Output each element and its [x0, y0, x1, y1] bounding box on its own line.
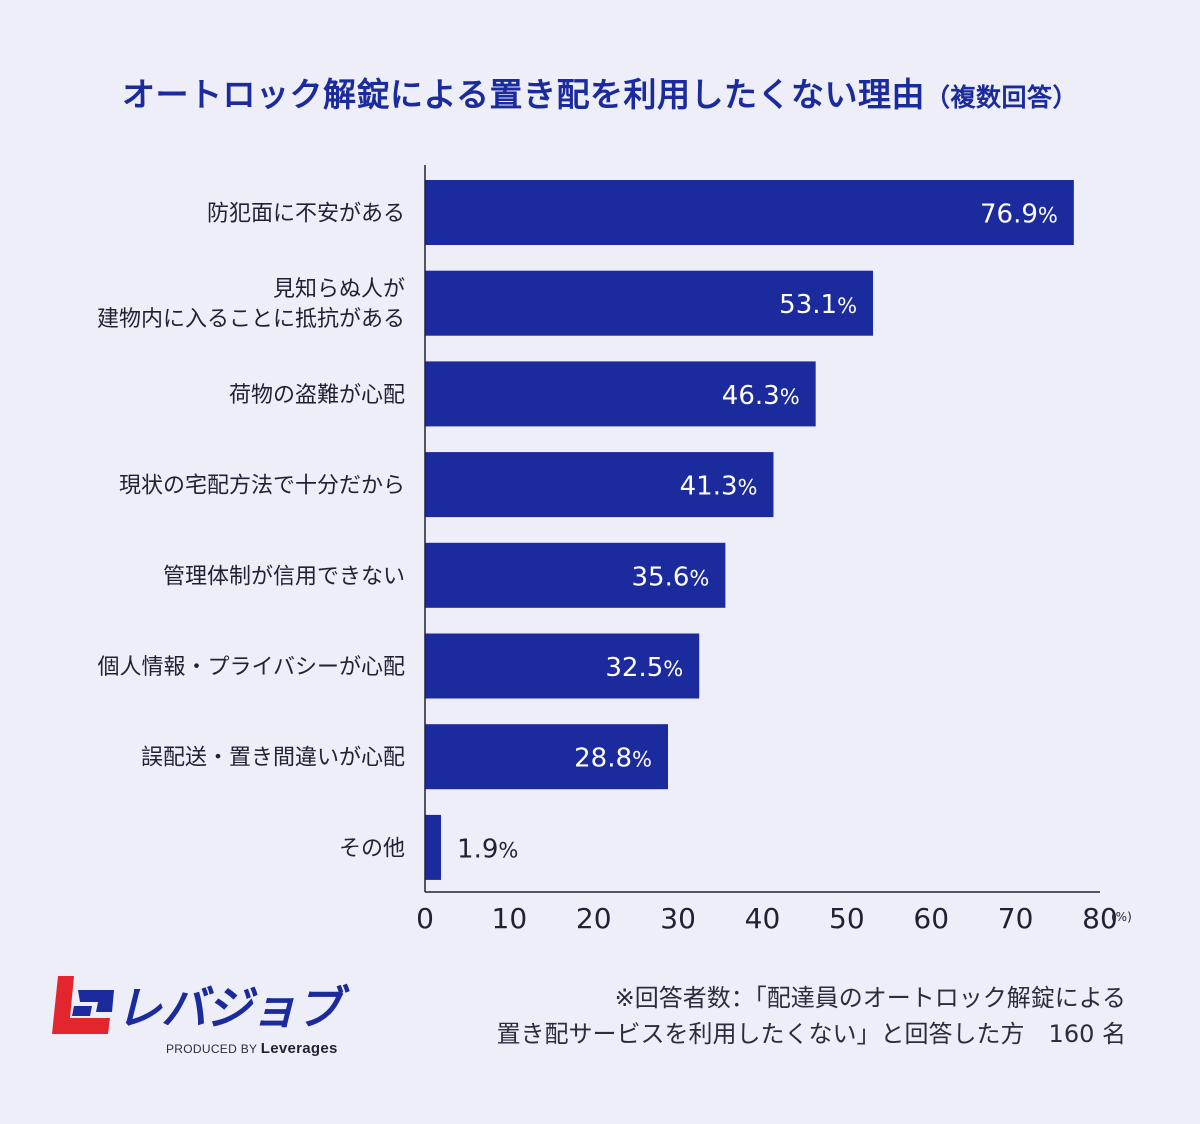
- bar: [425, 452, 774, 518]
- x-tick-label: 70: [998, 902, 1034, 935]
- x-tick-label: 30: [660, 902, 696, 935]
- produced-by-label: PRODUCED BY: [166, 1042, 258, 1056]
- bar: [425, 270, 874, 336]
- chart-title-main: オートロック解錠による置き配を利用したくない理由: [121, 75, 925, 114]
- category-label: 管理体制が信用できない: [163, 564, 405, 589]
- bar: [425, 361, 816, 427]
- category-label: 誤配送・置き間違いが心配: [141, 746, 405, 771]
- category-label: その他: [339, 836, 405, 861]
- brand-mark-icon: [52, 976, 114, 1034]
- produced-by: PRODUCED BY Leverages: [166, 1040, 338, 1057]
- respondent-note-line1: ※回答者数：「配達員のオートロック解錠による: [614, 984, 1126, 1012]
- x-tick-label: 20: [576, 902, 612, 935]
- data-label: 32.5%: [605, 653, 683, 683]
- x-tick-label: 60: [913, 902, 949, 935]
- chart-title: オートロック解錠による置き配を利用したくない理由（複数回答）: [0, 68, 1200, 116]
- data-label: 28.8%: [574, 744, 652, 774]
- bar: [425, 633, 700, 699]
- x-tick-label: 50: [829, 902, 865, 935]
- respondent-note-line2: 置き配サービスを利用したくない」と回答した方 160 名: [496, 1020, 1126, 1048]
- category-label: 荷物の盗難が心配: [229, 383, 405, 408]
- category-label: 現状の宅配方法で十分だから: [119, 474, 405, 499]
- chart-title-sub: （複数回答）: [925, 83, 1079, 112]
- produced-by-company: Leverages: [260, 1040, 338, 1057]
- data-label: 41.3%: [680, 472, 758, 502]
- bar-chart: 76.9% 防犯面に不安がある 53.1% 見知らぬ人が建物内に入ることに抵抗がある 4…: [97, 165, 1132, 935]
- category-label: 見知らぬ人が建物内に入ることに抵抗がある: [97, 277, 405, 332]
- bar: [425, 814, 442, 880]
- x-tick-label: 10: [492, 902, 528, 935]
- x-axis-unit: (%): [1111, 910, 1132, 924]
- data-label: 35.6%: [632, 562, 710, 592]
- data-label: 76.9%: [980, 200, 1058, 230]
- bar: [425, 542, 726, 608]
- bar: [425, 724, 668, 790]
- bar: [425, 180, 1074, 245]
- data-label: 53.1%: [779, 290, 857, 320]
- x-tick-label: 0: [416, 902, 434, 935]
- x-tick-label: 80: [1082, 902, 1118, 935]
- data-label: 1.9%: [457, 834, 518, 864]
- brand-logo: レバジョブ PRODUCED BY Leverages: [52, 970, 352, 1060]
- category-label: 個人情報・プライバシーが心配: [97, 655, 405, 680]
- brand-name: レバジョブ: [116, 981, 342, 1035]
- data-label: 46.3%: [722, 381, 800, 411]
- x-tick-label: 40: [745, 902, 781, 935]
- respondent-note: ※回答者数：「配達員のオートロック解錠による 置き配サービスを利用したくない」と…: [497, 980, 1126, 1052]
- category-label: 防犯面に不安がある: [207, 202, 405, 227]
